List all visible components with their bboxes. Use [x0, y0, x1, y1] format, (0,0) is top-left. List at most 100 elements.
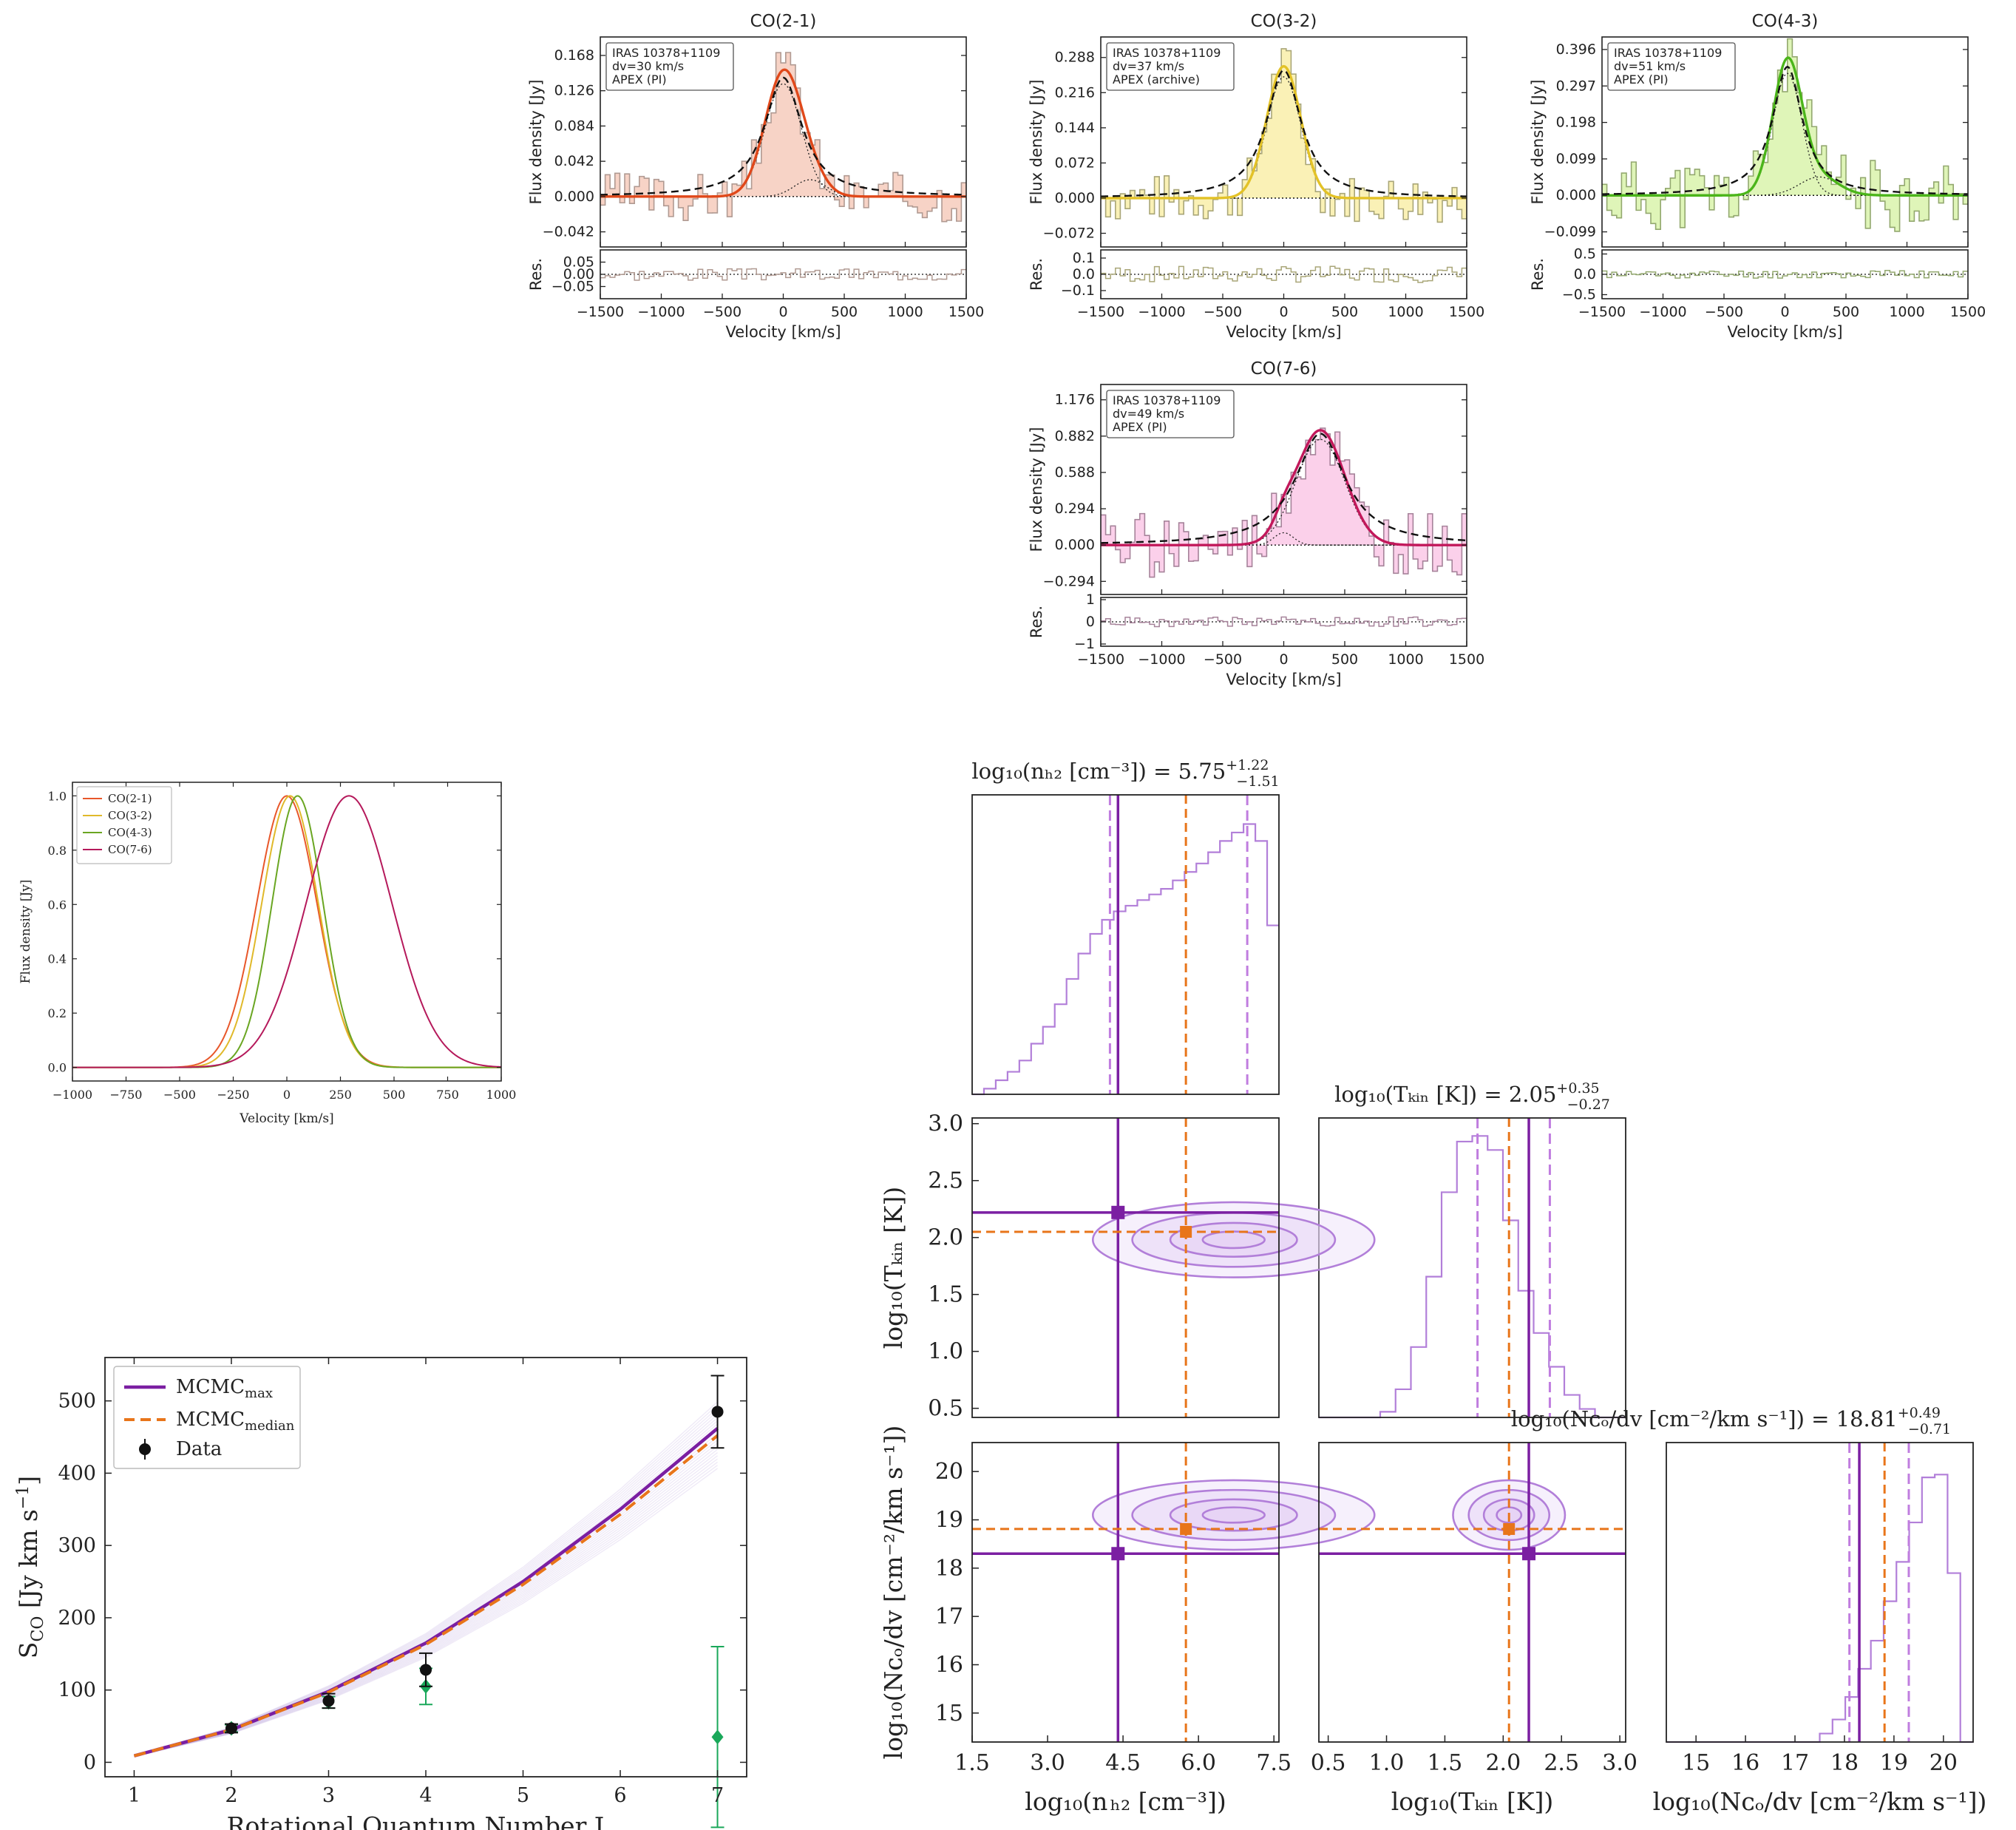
- x-tick-label: 1.5: [1428, 1750, 1463, 1776]
- y-tick-label: 0.5: [928, 1396, 963, 1422]
- x-tick-label: 1000: [1388, 304, 1423, 320]
- x-tick-label: 2.0: [1485, 1750, 1521, 1776]
- panel-frame: [1318, 1442, 1626, 1743]
- mcmc-sample: [134, 1436, 718, 1757]
- x-tick-label: 1.0: [1369, 1750, 1405, 1776]
- res-y-tick-label: 0.1: [1073, 250, 1095, 266]
- y-tick-label: 0.000: [1055, 190, 1095, 206]
- diagonal-histogram-nH2: log₁₀(nₕ₂ [cm⁻³]) = 5.75+1.22 −1.51: [971, 757, 1280, 1096]
- y-tick-label: 0.198: [1556, 115, 1596, 131]
- data-point: [322, 1695, 335, 1707]
- spectrum-co21: CO(2-1)−0.0420.0000.0420.0840.1260.168−0…: [527, 12, 984, 341]
- x-tick-label: 17: [1781, 1750, 1809, 1776]
- legend-box: [1106, 42, 1235, 91]
- histogram-step: [972, 823, 1279, 1096]
- contour-panel-nH2-Tkin: [971, 1117, 1376, 1418]
- lorentzian-fit: [1100, 69, 1467, 197]
- contour-panel-Tkin-NCO: [1318, 1442, 1626, 1743]
- data-point: [225, 1722, 237, 1735]
- y-tick-label: 0.144: [1055, 120, 1095, 136]
- legend-box: [76, 786, 172, 864]
- y-tick-label: 0.168: [554, 47, 594, 64]
- y-tick-label: 17: [935, 1604, 963, 1630]
- y-tick-label: −0.099: [1544, 224, 1596, 240]
- y-axis-label: Flux density [Jy]: [18, 880, 33, 984]
- y-axis-label: Flux density [Jy]: [1028, 79, 1045, 204]
- x-tick-label: 1: [128, 1784, 140, 1807]
- x-tick-label: 500: [1833, 304, 1859, 320]
- y-tick-label: −0.042: [543, 224, 594, 240]
- contour-panel-nH2-NCO: [971, 1442, 1376, 1743]
- y-tick-label: 0.216: [1055, 84, 1095, 101]
- x-tick-label: −500: [1705, 304, 1743, 320]
- y-tick-label: 100: [58, 1679, 96, 1702]
- legend-label: CO(2-1): [108, 792, 152, 805]
- x-tick-label: 20: [1930, 1750, 1958, 1776]
- title-lower-error: −0.27: [1567, 1097, 1610, 1113]
- histogram-step: [1319, 1135, 1626, 1419]
- x-tick-label: 1500: [1449, 304, 1484, 320]
- y-tick-label: 1.0: [48, 789, 67, 803]
- median-marker: [1180, 1225, 1192, 1238]
- residual-axis-label: Res.: [527, 258, 545, 291]
- x-tick-label: −1000: [52, 1088, 92, 1102]
- res-y-tick-label: 0.00: [563, 266, 594, 282]
- legend-text: dv=30 km/s: [612, 59, 684, 73]
- flux-histogram-fill: [1101, 48, 1467, 223]
- x-tick-label: −500: [1204, 304, 1242, 320]
- x-tick-label: 500: [383, 1088, 406, 1102]
- legend-label-subscript: median: [245, 1418, 295, 1434]
- x-tick-label: −1000: [1138, 651, 1185, 668]
- res-y-tick-label: 0.05: [563, 254, 594, 271]
- x-tick-label: −500: [163, 1088, 196, 1102]
- y-axis-label: log₁₀(Tₖᵢₙ [K]): [879, 1187, 908, 1349]
- x-axis-label: Velocity [km/s]: [1226, 671, 1341, 688]
- y-tick-label: 0.6: [48, 898, 67, 912]
- y-tick-label: 0.000: [1055, 537, 1095, 553]
- x-tick-label: −1500: [1077, 304, 1124, 320]
- total-fit: [600, 68, 966, 198]
- x-tick-label: 1500: [1950, 304, 1986, 320]
- title-lower-error: −0.71: [1908, 1421, 1951, 1437]
- legend-text: APEX (PI): [1614, 72, 1669, 87]
- x-axis-label: log₁₀(Tₖᵢₙ [K]): [1391, 1787, 1554, 1816]
- spectrum-co32: CO(3-2) −0.072 0.000 0.072 0.144 0.216 0.288 −0…: [1028, 12, 1484, 341]
- profile-line-CO(7-6): [72, 795, 502, 1068]
- x-tick-label: 1000: [887, 304, 923, 320]
- max-marker: [1111, 1547, 1125, 1561]
- residual-histogram: [1101, 616, 1467, 628]
- component-fit: [1602, 72, 1968, 196]
- y-tick-label: 0: [84, 1751, 96, 1774]
- x-tick-label: 3: [322, 1784, 335, 1807]
- x-axis-label: log₁₀(n ₕ₂ [cm⁻³]): [1025, 1787, 1226, 1816]
- res-y-tick-label: −0.05: [551, 279, 594, 295]
- title-upper-error: +1.22: [1226, 757, 1269, 773]
- panel-title: CO(3-2): [1251, 12, 1317, 31]
- x-tick-label: 0: [1279, 304, 1288, 320]
- y-tick-label: 2.0: [928, 1225, 963, 1251]
- y-axis-label: Flux density [Jy]: [1529, 79, 1547, 204]
- histogram-step: [1666, 1474, 1973, 1743]
- x-axis-label: Velocity [km/s]: [725, 323, 841, 341]
- x-tick-label: 15: [1682, 1750, 1710, 1776]
- panel-frame: [1666, 1442, 1974, 1743]
- y-tick-label: 500: [58, 1390, 96, 1413]
- x-tick-label: 7: [711, 1784, 724, 1807]
- x-tick-label: 1000: [486, 1088, 517, 1102]
- legend-label: CO(3-2): [108, 809, 152, 822]
- y-tick-label: 0.042: [554, 153, 594, 169]
- legend-label: Data: [176, 1438, 222, 1460]
- y-tick-label: 0.000: [554, 189, 594, 205]
- mcmc-sample: [134, 1420, 718, 1757]
- x-axis-label: Velocity [km/s]: [1727, 323, 1842, 341]
- y-tick-label: 0.588: [1055, 464, 1095, 481]
- res-y-tick-label: −0.1: [1061, 282, 1095, 299]
- y-tick-label: −0.072: [1043, 226, 1095, 242]
- legend-box: [113, 1366, 301, 1469]
- mcmc-sample: [134, 1468, 718, 1758]
- y-tick-label: 0.396: [1556, 41, 1596, 58]
- panel-frame: [971, 1117, 1280, 1418]
- y-tick-label: −0.294: [1043, 573, 1095, 589]
